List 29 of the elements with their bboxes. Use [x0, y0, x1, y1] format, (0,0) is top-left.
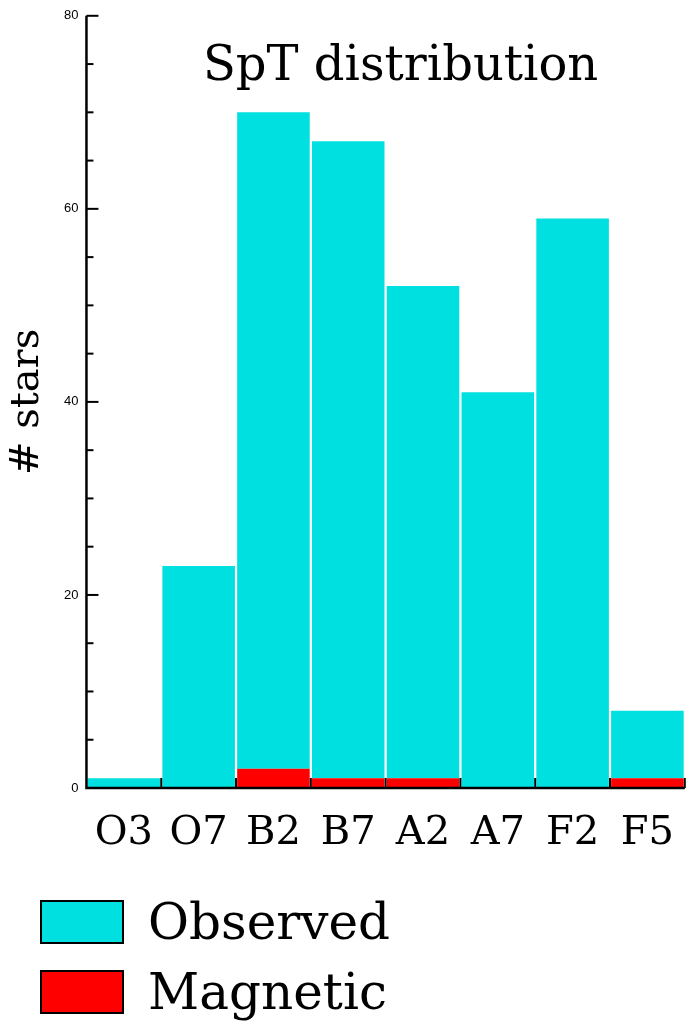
- x-tick-label: O3: [94, 807, 153, 854]
- legend-label: Magnetic: [148, 963, 387, 1021]
- bar: [386, 286, 460, 779]
- legend-label: Observed: [148, 893, 390, 951]
- bar: [162, 565, 235, 788]
- bar: [611, 710, 684, 779]
- y-tick-label: 0: [71, 779, 79, 795]
- x-tick-label: F2: [546, 807, 600, 854]
- y-tick-label: 60: [63, 200, 79, 216]
- bar: [87, 778, 161, 788]
- y-tick-label: 20: [63, 586, 79, 602]
- bar: [237, 768, 310, 788]
- bar: [237, 112, 310, 769]
- chart-title: SpT distribution: [202, 35, 599, 92]
- y-tick-label: 80: [63, 7, 79, 23]
- bar: [311, 141, 385, 779]
- x-tick-label: O7: [169, 807, 228, 854]
- x-tick-label: A7: [469, 807, 525, 854]
- bar: [386, 778, 460, 788]
- bar: [311, 778, 385, 788]
- x-tick-label: F5: [620, 807, 674, 854]
- bar: [611, 778, 684, 788]
- x-tick-label: B2: [246, 807, 301, 854]
- y-tick-label: 40: [63, 393, 79, 409]
- x-tick-label: B7: [320, 807, 376, 854]
- x-tick-label: A2: [394, 807, 451, 854]
- bar: [461, 392, 535, 788]
- bar: [536, 218, 609, 788]
- y-axis-title: # stars: [1, 328, 48, 476]
